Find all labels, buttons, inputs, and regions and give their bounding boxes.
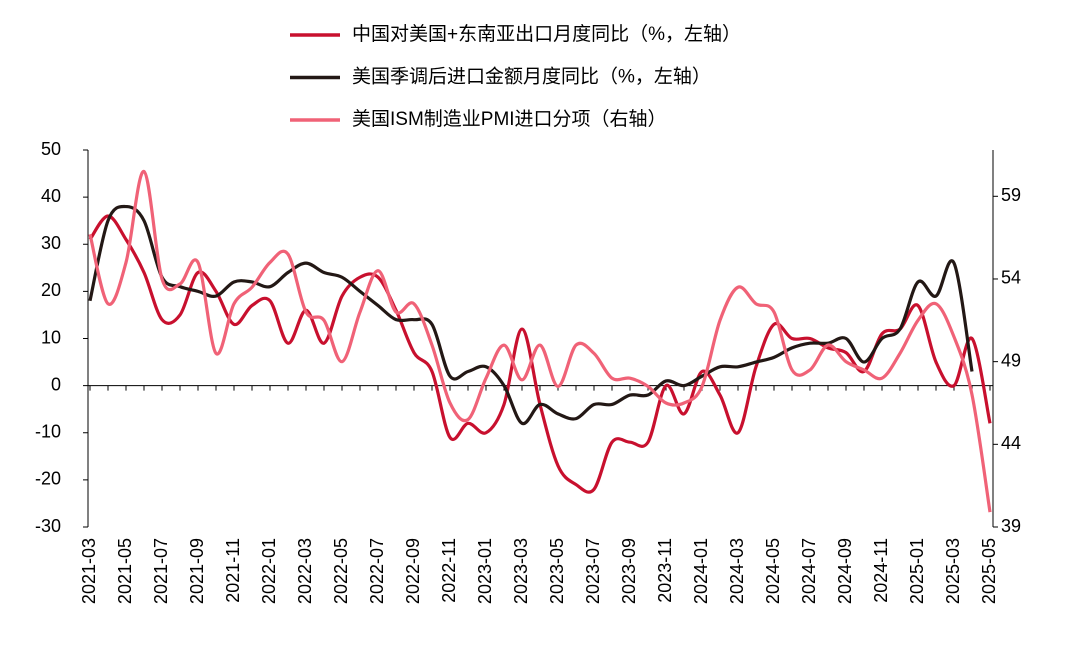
y-tick-label: 40 bbox=[41, 186, 61, 206]
x-tick-label: 2024-09 bbox=[835, 538, 855, 604]
x-tick-label: 2021-05 bbox=[115, 538, 135, 604]
y2-tick-label: 54 bbox=[1001, 268, 1021, 288]
x-tick-label: 2025-01 bbox=[907, 538, 927, 604]
y-tick-label: -30 bbox=[35, 516, 61, 536]
x-tick-label: 2025-03 bbox=[943, 538, 963, 604]
y2-tick-label: 39 bbox=[1001, 516, 1021, 536]
x-tick-label: 2023-09 bbox=[619, 538, 639, 604]
y-tick-label: 20 bbox=[41, 280, 61, 300]
x-tick-label: 2024-11 bbox=[871, 538, 891, 603]
x-tick-label: 2023-11 bbox=[655, 538, 675, 603]
y2-tick-label: 44 bbox=[1001, 433, 1021, 453]
x-tick-label: 2022-03 bbox=[295, 538, 315, 604]
x-tick-label: 2021-03 bbox=[79, 538, 99, 604]
y-tick-label: -20 bbox=[35, 469, 61, 489]
series-line bbox=[88, 169, 992, 513]
x-tick-label: 2022-11 bbox=[439, 538, 459, 603]
x-tick-label: 2021-09 bbox=[187, 538, 207, 604]
x-tick-label: 2023-03 bbox=[511, 538, 531, 604]
legend-label: 中国对美国+东南亚出口月度同比（%，左轴） bbox=[352, 23, 741, 45]
y-tick-label: 10 bbox=[41, 327, 61, 347]
x-tick-label: 2021-11 bbox=[223, 538, 243, 603]
x-tick-label: 2024-01 bbox=[691, 538, 711, 604]
x-tick-label: 2024-05 bbox=[763, 538, 783, 604]
x-tick-label: 2024-03 bbox=[727, 538, 747, 604]
x-tick-label: 2023-05 bbox=[547, 538, 567, 604]
series-line bbox=[88, 204, 974, 426]
x-tick-label: 2023-07 bbox=[583, 538, 603, 604]
x-tick-label: 2022-09 bbox=[403, 538, 423, 604]
x-tick-label: 2022-01 bbox=[259, 538, 279, 604]
legend-label: 美国ISM制造业PMI进口分项（右轴） bbox=[352, 108, 667, 130]
x-tick-label: 2022-05 bbox=[331, 538, 351, 604]
y-tick-label: 50 bbox=[41, 139, 61, 159]
y2-tick-label: 59 bbox=[1001, 185, 1021, 205]
y-tick-label: 30 bbox=[41, 233, 61, 253]
legend-label: 美国季调后进口金额月度同比（%，左轴） bbox=[352, 66, 711, 88]
x-tick-label: 2022-07 bbox=[367, 538, 387, 604]
x-tick-label: 2025-05 bbox=[979, 538, 999, 604]
x-tick-label: 2023-01 bbox=[475, 538, 495, 604]
y2-tick-label: 49 bbox=[1001, 350, 1021, 370]
x-tick-label: 2021-07 bbox=[151, 538, 171, 604]
x-tick-label: 2024-07 bbox=[799, 538, 819, 604]
y-tick-label: -10 bbox=[35, 422, 61, 442]
y-tick-label: 0 bbox=[51, 374, 61, 394]
